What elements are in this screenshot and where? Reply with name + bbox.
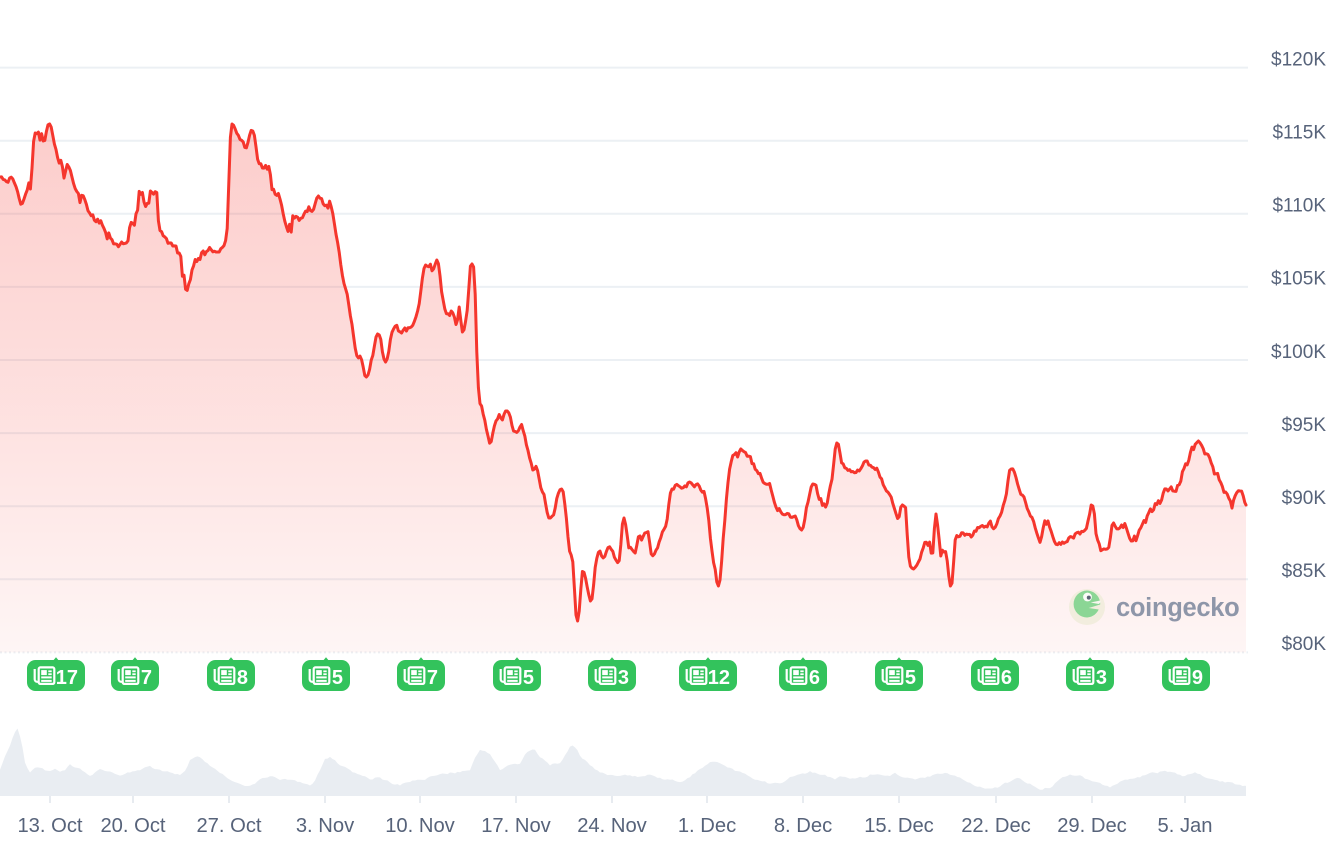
- svg-text:6: 6: [809, 667, 820, 689]
- svg-text:7: 7: [427, 667, 438, 689]
- svg-text:1. Dec: 1. Dec: [678, 815, 736, 837]
- svg-text:29. Dec: 29. Dec: [1057, 815, 1127, 837]
- svg-text:7: 7: [141, 667, 152, 689]
- svg-text:$95K: $95K: [1282, 415, 1327, 436]
- svg-text:$90K: $90K: [1282, 488, 1327, 509]
- svg-text:15. Dec: 15. Dec: [864, 815, 934, 837]
- svg-text:3: 3: [1096, 667, 1107, 689]
- svg-text:8. Dec: 8. Dec: [774, 815, 832, 837]
- svg-text:8: 8: [237, 667, 248, 689]
- svg-text:22. Dec: 22. Dec: [961, 815, 1031, 837]
- svg-text:3: 3: [618, 667, 629, 689]
- svg-text:coingecko: coingecko: [1116, 594, 1239, 622]
- svg-text:$80K: $80K: [1282, 634, 1327, 655]
- svg-text:6: 6: [1001, 667, 1012, 689]
- svg-text:$110K: $110K: [1272, 196, 1326, 217]
- svg-text:24. Nov: 24. Nov: [577, 815, 647, 837]
- svg-text:10. Nov: 10. Nov: [385, 815, 455, 837]
- svg-text:20. Oct: 20. Oct: [100, 815, 165, 837]
- svg-text:17: 17: [56, 667, 78, 689]
- svg-text:5. Jan: 5. Jan: [1158, 815, 1213, 837]
- svg-text:5: 5: [332, 667, 343, 689]
- svg-text:9: 9: [1192, 667, 1203, 689]
- svg-text:$100K: $100K: [1271, 342, 1326, 363]
- svg-text:5: 5: [905, 667, 916, 689]
- svg-text:13. Oct: 13. Oct: [17, 815, 82, 837]
- svg-text:3. Nov: 3. Nov: [296, 815, 355, 837]
- svg-text:17. Nov: 17. Nov: [481, 815, 551, 837]
- svg-text:$105K: $105K: [1271, 269, 1326, 290]
- svg-text:$120K: $120K: [1271, 49, 1326, 70]
- svg-text:$115K: $115K: [1272, 123, 1326, 144]
- svg-text:$85K: $85K: [1282, 561, 1327, 582]
- svg-text:5: 5: [523, 667, 534, 689]
- svg-text:27. Oct: 27. Oct: [196, 815, 261, 837]
- svg-text:12: 12: [708, 667, 730, 689]
